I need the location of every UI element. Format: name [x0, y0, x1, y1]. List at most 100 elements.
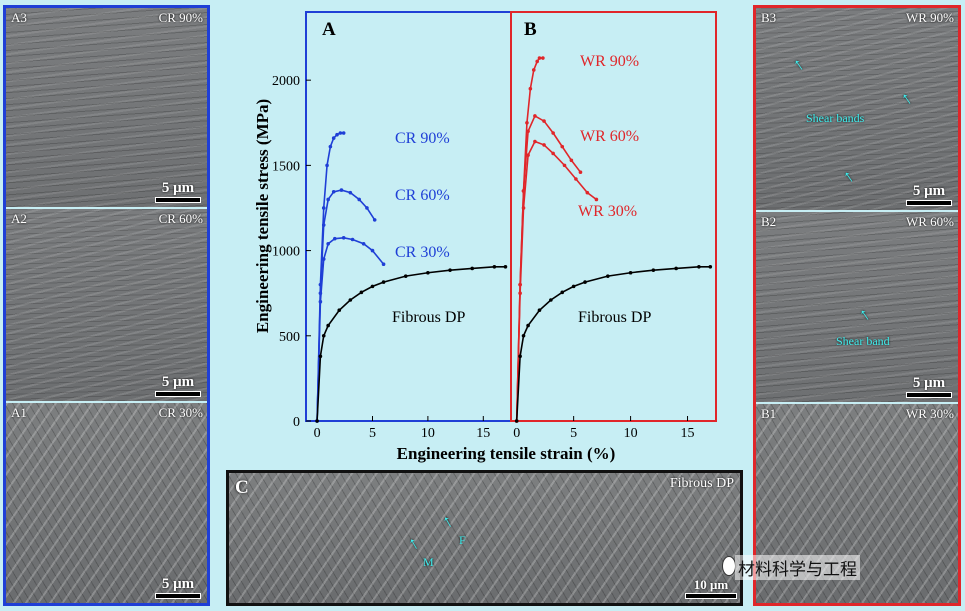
data-point	[470, 266, 475, 271]
scale-bar-label: 5 μm	[161, 576, 195, 592]
series-label: Fibrous DP	[392, 309, 465, 326]
series-line	[316, 265, 506, 422]
panel-label: CR 30%	[158, 405, 203, 420]
panel-tag: C	[235, 477, 249, 498]
scale-bar: 5 μm	[155, 576, 201, 599]
data-point	[560, 290, 565, 295]
x-tick-label: 15	[476, 426, 490, 441]
data-point	[674, 266, 678, 271]
data-point	[370, 248, 375, 253]
y-tick-label: 0	[293, 415, 300, 430]
data-point	[697, 264, 701, 269]
scale-bar-label: 10 μm	[693, 577, 729, 592]
scale-bar-label: 5 μm	[912, 183, 946, 199]
scale-bar: 10 μm	[685, 577, 737, 599]
data-point	[381, 280, 386, 284]
scale-bar-label: 5 μm	[912, 375, 946, 391]
data-point	[526, 129, 530, 134]
scale-bar: 5 μm	[155, 180, 201, 203]
data-point	[372, 218, 377, 222]
panel-tag: A2	[11, 211, 27, 226]
data-point	[583, 280, 587, 284]
data-point	[492, 264, 497, 269]
data-point	[518, 291, 522, 295]
data-point	[321, 257, 326, 261]
data-point	[537, 308, 542, 313]
data-point	[574, 177, 578, 181]
data-point	[531, 68, 536, 72]
y-tick-label: 1500	[272, 159, 300, 174]
panel-label: WR 60%	[905, 214, 954, 229]
data-point	[370, 284, 375, 289]
data-point	[551, 131, 555, 135]
data-point	[542, 143, 546, 147]
data-point	[708, 264, 713, 269]
series-label: CR 90%	[395, 130, 450, 147]
micrograph-b3: B3 WR 90% ↑ ↑ ↑ Shear bands 5 μm	[756, 8, 958, 210]
scale-bar-label: 5 μm	[161, 180, 195, 196]
panel-tag: B3	[761, 10, 777, 25]
shear-bands-annotation: Shear bands	[806, 111, 865, 125]
data-point	[606, 274, 610, 278]
series-label: WR 90%	[580, 53, 639, 70]
data-point	[338, 131, 343, 135]
x-tick-label: 5	[369, 426, 376, 441]
scale-bar-line	[155, 593, 201, 599]
x-axis-label: Engineering tensile strain (%)	[397, 444, 616, 463]
data-point	[521, 333, 526, 338]
data-point	[321, 333, 326, 338]
data-point	[528, 86, 533, 91]
data-point	[560, 144, 565, 149]
data-point	[328, 144, 333, 149]
series-line	[316, 189, 376, 422]
data-point	[348, 298, 353, 302]
sem-image	[756, 212, 958, 402]
data-point	[533, 114, 537, 118]
sem-image	[756, 8, 958, 210]
data-point	[326, 197, 330, 202]
micrograph-a2: A2 CR 60% 5 μm	[6, 209, 207, 401]
data-point	[526, 323, 530, 328]
data-point	[326, 323, 330, 328]
data-point	[350, 237, 355, 242]
scale-bar: 5 μm	[906, 183, 952, 206]
data-point	[365, 206, 369, 210]
data-point	[403, 274, 408, 278]
data-point	[628, 270, 633, 275]
x-tick-label: 0	[314, 426, 321, 441]
data-point	[381, 262, 386, 267]
data-point	[503, 264, 508, 269]
series-label: CR 60%	[395, 187, 450, 204]
x-tick-label: 10	[624, 426, 638, 441]
data-point	[562, 163, 567, 168]
data-point	[533, 139, 537, 144]
scale-bar-line	[685, 593, 737, 599]
x-tick-label: 5	[570, 426, 577, 441]
data-point	[318, 354, 323, 359]
watermark: 材料科学与工程	[735, 555, 860, 580]
scale-bar-line	[906, 200, 952, 206]
data-point	[541, 56, 545, 60]
data-point	[359, 290, 364, 295]
data-point	[651, 268, 656, 272]
series-line	[515, 57, 543, 422]
y-tick-label: 1000	[272, 245, 300, 260]
scale-bar: 5 μm	[155, 374, 201, 397]
chart-panel-b-label: B	[524, 19, 537, 40]
panel-label: WR 90%	[905, 10, 954, 25]
micrograph-c: C Fibrous DP ↑ M ↑ F 10 μm	[229, 473, 740, 603]
sem-image	[6, 8, 207, 207]
data-point	[549, 298, 553, 302]
data-point	[578, 170, 583, 174]
data-point	[341, 131, 346, 135]
panel-label: WR 30%	[905, 406, 954, 421]
data-point	[551, 151, 555, 156]
data-point	[333, 236, 337, 241]
series-line	[316, 236, 385, 422]
wechat-icon	[722, 556, 736, 576]
y-tick-label: 2000	[272, 74, 300, 89]
data-point	[571, 284, 576, 289]
x-tick-label: 10	[421, 426, 435, 441]
data-point	[526, 153, 530, 157]
